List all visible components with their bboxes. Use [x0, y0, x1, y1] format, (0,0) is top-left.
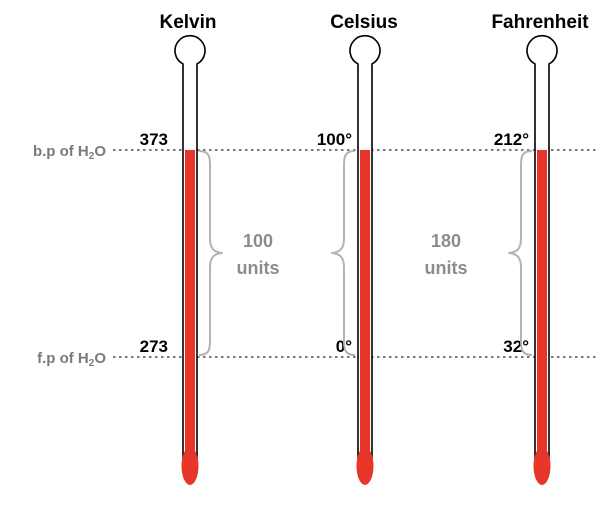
kelvin-liquid-column [185, 150, 195, 462]
kelvin-freezing-value: 273 [140, 337, 168, 356]
kelvin-bulb [181, 447, 199, 485]
celsius-range-brace [331, 150, 356, 356]
celsius-liquid-column [360, 150, 370, 462]
boiling-point-label: b.p of H2O [33, 143, 106, 162]
fahrenheit-range-brace [508, 150, 533, 356]
fahrenheit-thermometer [526, 35, 558, 485]
celsius-title: Celsius [330, 12, 398, 33]
celsius-boiling-value: 100° [317, 130, 352, 149]
fahrenheit-range-number: 180 [431, 231, 461, 251]
fahrenheit-title: Fahrenheit [491, 12, 589, 33]
kelvin-boiling-value: 373 [140, 130, 168, 149]
fahrenheit-range-unit: units [425, 258, 468, 278]
kelvin-thermometer [174, 35, 206, 485]
celsius-range-unit: units [237, 258, 280, 278]
celsius-thermometer [349, 35, 381, 485]
kelvin-title: Kelvin [159, 12, 216, 33]
freezing-point-label: f.p of H2O [37, 350, 106, 369]
fahrenheit-bulb [533, 447, 551, 485]
fahrenheit-boiling-value: 212° [494, 130, 529, 149]
celsius-bulb [356, 447, 374, 485]
fahrenheit-liquid-column [537, 150, 547, 462]
celsius-range-number: 100 [243, 231, 273, 251]
kelvin-range-brace [198, 150, 223, 356]
